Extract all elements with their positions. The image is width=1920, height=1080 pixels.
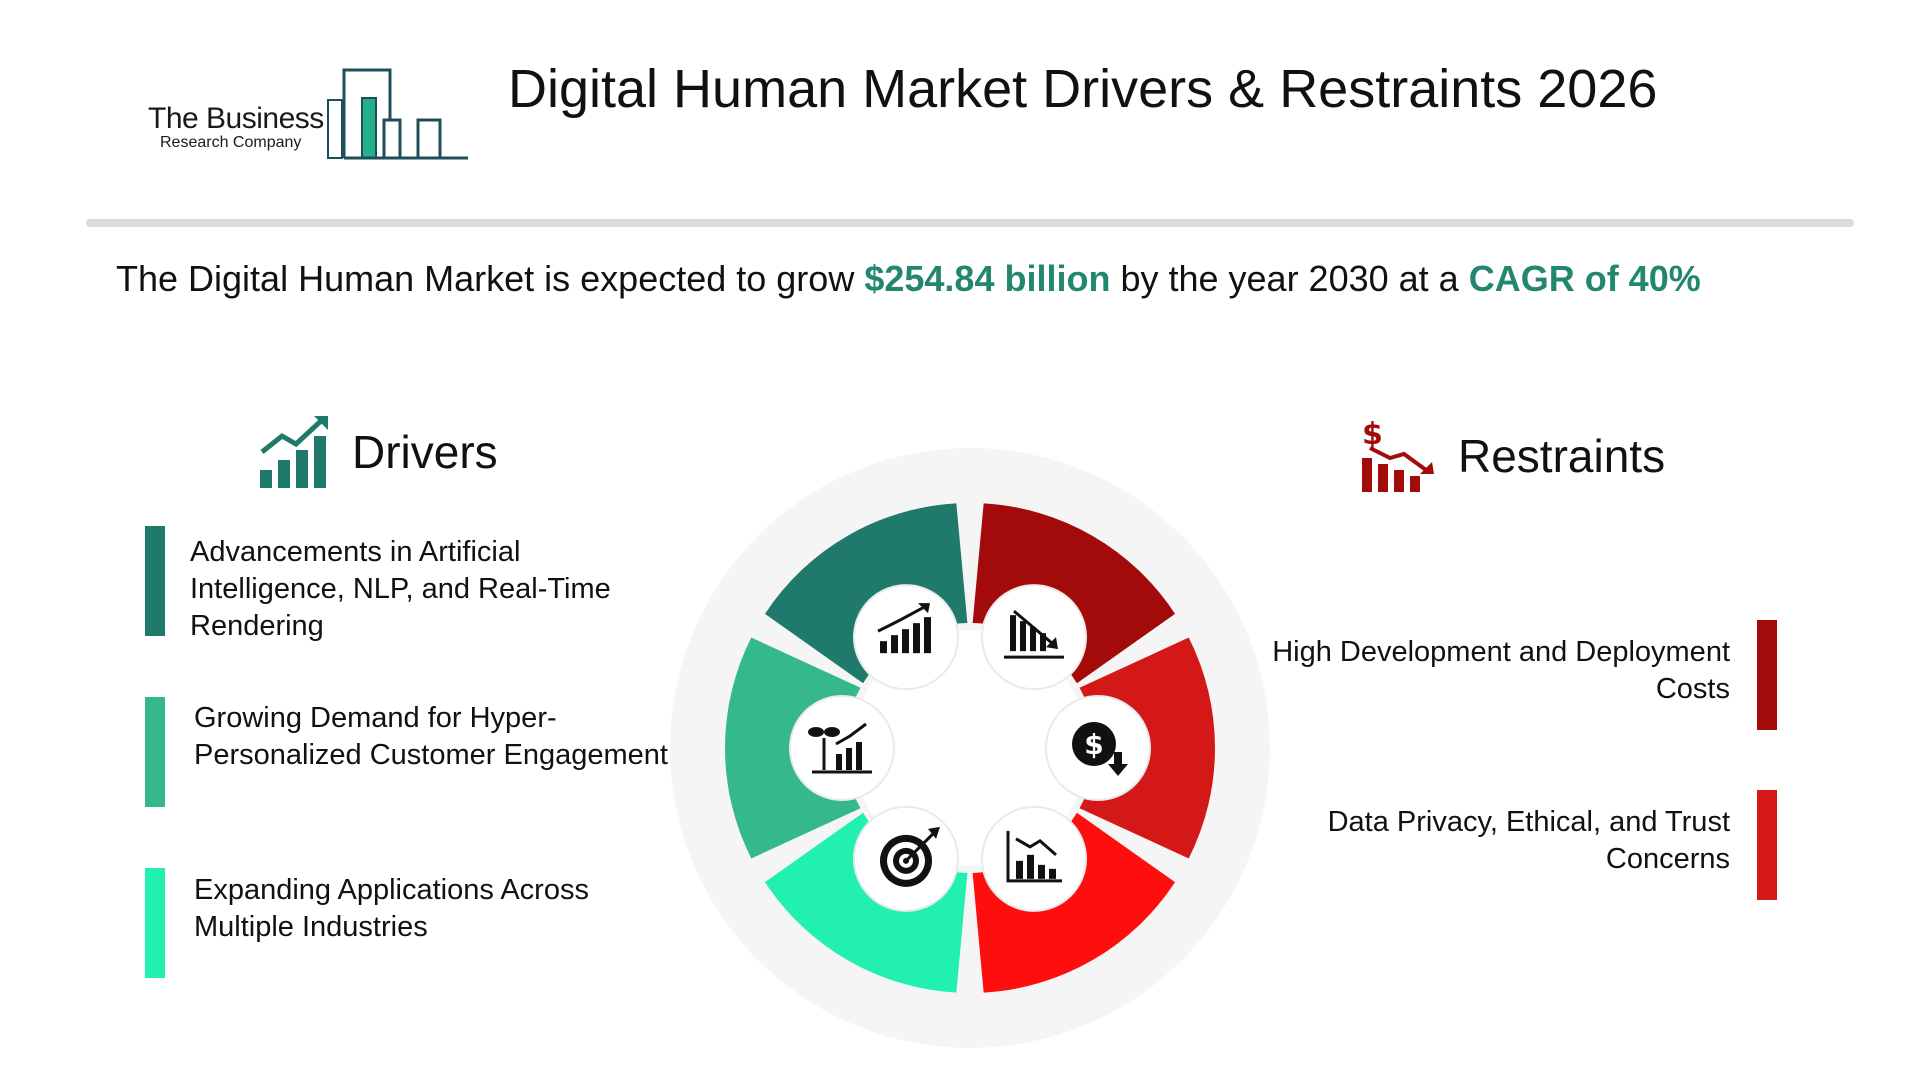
driver-item-1: Advancements in Artificial Intelligence,… bbox=[190, 536, 611, 642]
headline-middle: by the year 2030 at a bbox=[1110, 258, 1469, 299]
driver-bar-1 bbox=[145, 526, 165, 636]
growth-chart-icon bbox=[853, 584, 959, 691]
plant-growth-icon bbox=[789, 695, 895, 801]
declining-dollar-icon: $ bbox=[1362, 418, 1434, 492]
driver-bar-2 bbox=[145, 697, 165, 807]
driver-item-2: Growing Demand for Hyper-Personalized Cu… bbox=[194, 702, 668, 771]
declining-chart-icon bbox=[981, 805, 1087, 912]
restraints-heading: $ Restraints bbox=[1360, 418, 1665, 494]
target-icon bbox=[853, 805, 959, 912]
driver-segment-3 bbox=[764, 812, 968, 993]
declining-bars-icon bbox=[981, 584, 1087, 691]
driver-bar-3 bbox=[145, 868, 165, 978]
restraint-item-2: Data Privacy, Ethical, and Trust Concern… bbox=[1327, 806, 1730, 875]
page-title: Digital Human Market Drivers & Restraint… bbox=[508, 59, 1658, 119]
drivers-heading: Drivers bbox=[258, 414, 498, 490]
growth-chart-icon bbox=[260, 416, 328, 488]
dollar-down-icon: $ bbox=[1045, 695, 1151, 801]
divider bbox=[86, 219, 1854, 227]
headline-prefix: The Digital Human Market is expected to … bbox=[116, 258, 865, 299]
restraint-segment-3 bbox=[972, 812, 1176, 993]
driver-item-3: Expanding Applications Across Multiple I… bbox=[194, 874, 589, 943]
restraints-title: Restraints bbox=[1458, 430, 1666, 482]
restraint-item-1: High Development and Deployment Costs bbox=[1272, 636, 1730, 705]
headline-cagr: CAGR of 40% bbox=[1468, 258, 1701, 299]
drivers-title: Drivers bbox=[352, 426, 498, 478]
svg-text:$: $ bbox=[1084, 728, 1103, 761]
restraint-segment-1 bbox=[972, 503, 1176, 684]
logo-buildings-icon bbox=[327, 68, 468, 160]
headline-value: $254.84 billion bbox=[864, 258, 1111, 299]
logo-subname: Research Company bbox=[160, 134, 302, 151]
logo-name: The Business bbox=[148, 102, 324, 135]
restraint-bar-1 bbox=[1757, 620, 1777, 730]
company-logo: The Business Research Company bbox=[148, 62, 468, 162]
market-headline: The Digital Human Market is expected to … bbox=[116, 258, 1701, 300]
svg-text:$: $ bbox=[1362, 418, 1383, 452]
driver-segment-1 bbox=[764, 503, 968, 684]
restraint-bar-2 bbox=[1757, 790, 1777, 900]
